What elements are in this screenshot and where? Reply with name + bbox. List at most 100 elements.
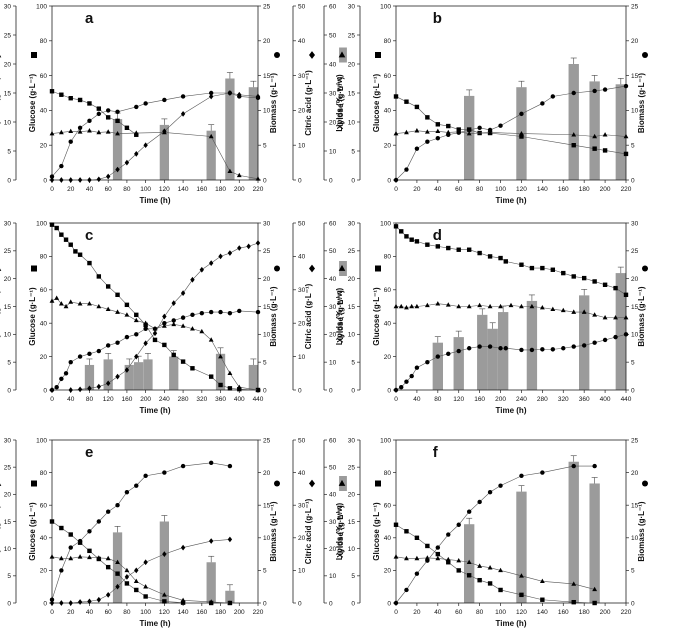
x-axis-title: Time (h): [140, 406, 171, 415]
lipid-bar: [579, 295, 590, 390]
y-tick-label: 10: [4, 332, 12, 339]
y-tick-label: 15: [631, 503, 639, 510]
data-point-diamond: [218, 253, 223, 260]
y-tick-label: 30: [348, 3, 356, 10]
data-point-triangle: [96, 555, 102, 560]
data-point-circle: [180, 315, 186, 320]
x-tick-label: 160: [558, 186, 569, 193]
data-point-square: [456, 247, 461, 252]
data-point-triangle: [466, 303, 472, 309]
data-point-square: [435, 122, 441, 127]
x-tick-label: 220: [253, 609, 264, 616]
x-tick-label: 220: [621, 186, 632, 193]
data-point-square: [613, 285, 618, 291]
data-point-circle: [414, 571, 420, 576]
lipid-bar: [143, 359, 153, 390]
data-point-triangle: [208, 133, 214, 139]
legend-marker: [274, 265, 280, 272]
data-point-diamond: [105, 173, 111, 180]
y-tick-label: 10: [631, 332, 639, 339]
data-point-diamond: [105, 380, 111, 387]
data-point-diamond: [255, 240, 261, 246]
y-tick-label: 80: [40, 254, 48, 261]
data-point-square: [115, 571, 120, 576]
y-tick-label: 30: [263, 220, 271, 227]
lipid-bar: [453, 337, 464, 390]
y-tick-label: 10: [329, 573, 337, 580]
data-point-triangle: [54, 295, 60, 300]
x-tick-label: 180: [579, 609, 590, 616]
y-axis-title: Xylose (g·L⁻¹): [0, 290, 1, 343]
y-axis-title: Citric acid (g·L⁻¹): [304, 283, 313, 349]
data-point-triangle: [393, 303, 399, 309]
data-point-square: [529, 265, 535, 271]
data-point-diamond: [124, 574, 130, 580]
y-tick-label: 40: [329, 276, 337, 283]
data-point-diamond: [143, 340, 148, 347]
legend-marker: [274, 480, 280, 487]
y-tick-label: 20: [40, 143, 48, 150]
data-point-square: [124, 125, 130, 130]
x-tick-label: 80: [123, 609, 131, 616]
data-point-diamond: [77, 386, 83, 393]
y-axis-title: Biomass (g·L⁻¹): [269, 73, 278, 134]
data-point-triangle: [115, 130, 120, 136]
y-tick-label: 15: [263, 503, 271, 510]
data-point-circle: [466, 509, 472, 514]
data-point-triangle: [414, 555, 420, 561]
x-tick-label: 0: [50, 609, 54, 616]
y-tick-label: 5: [351, 148, 355, 155]
x-tick-label: 100: [495, 186, 506, 193]
y-tick-label: 0: [351, 387, 355, 394]
data-point-triangle: [58, 301, 64, 306]
data-point-diamond: [199, 266, 205, 273]
y-tick-label: 30: [329, 304, 337, 311]
data-point-diamond: [87, 598, 92, 605]
series-line-circle: [51, 92, 259, 177]
lipid-bar: [248, 87, 258, 180]
y-tick-label: 0: [387, 177, 391, 184]
data-point-diamond: [143, 142, 148, 149]
data-point-circle: [540, 347, 545, 352]
data-point-triangle: [208, 337, 214, 342]
data-point-triangle: [498, 567, 503, 573]
data-point-square: [393, 224, 399, 229]
y-tick-label: 100: [36, 3, 47, 10]
lipid-bar: [568, 64, 579, 180]
y-tick-label: 0: [329, 600, 333, 607]
y-tick-label: 60: [40, 287, 48, 294]
data-point-circle: [466, 127, 472, 133]
data-point-square: [124, 302, 130, 308]
y-tick-label: 80: [384, 470, 392, 477]
data-point-circle: [255, 309, 261, 315]
y-tick-label: 25: [631, 248, 639, 255]
y-tick-label: 30: [298, 503, 306, 510]
y-tick-label: 50: [329, 248, 337, 255]
y-tick-label: 20: [384, 354, 392, 361]
x-tick-label: 200: [600, 609, 611, 616]
series-line-triangle: [51, 297, 259, 391]
data-point-diamond: [134, 151, 139, 157]
data-point-square: [49, 519, 55, 524]
data-point-triangle: [571, 132, 577, 137]
lipid-bar: [516, 491, 527, 603]
lipid-bar: [206, 130, 216, 180]
data-point-triangle: [398, 303, 404, 309]
data-point-triangle: [96, 303, 102, 309]
data-point-square: [115, 292, 120, 298]
x-tick-label: 120: [516, 609, 527, 616]
x-tick-label: 0: [394, 396, 398, 403]
data-point-circle: [498, 123, 503, 128]
data-point-circle: [519, 347, 524, 353]
y-axis-title: Biomass (g·L⁻¹): [637, 286, 646, 347]
data-point-diamond: [171, 300, 176, 307]
data-point-square: [87, 260, 92, 266]
data-point-diamond: [227, 536, 233, 543]
y-tick-label: 60: [40, 73, 48, 80]
x-tick-label: 320: [196, 396, 207, 403]
data-point-circle: [477, 344, 482, 349]
data-point-circle: [435, 545, 441, 550]
y-tick-label: 5: [7, 148, 11, 155]
data-point-triangle: [445, 556, 451, 562]
data-point-square: [623, 292, 629, 298]
